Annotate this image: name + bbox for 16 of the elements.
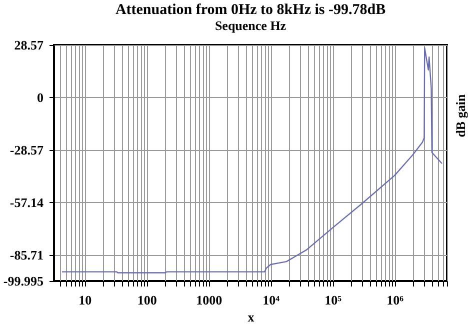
x-axis-title: x [248,310,255,324]
y-tick-label: -85.71 [10,247,44,262]
x-tick-label: 1000 [196,292,222,308]
x-tick-label: 10⁴ [262,292,280,308]
chart-title: Attenuation from 0Hz to 8kHz is -99.78dB [115,2,386,18]
y-tick-label: 28.57 [14,38,44,52]
chart-subtitle: Sequence Hz [214,18,286,33]
y-tick-label: 0 [37,90,44,105]
y-tick-label: -99.995 [3,274,44,288]
y-tick-label: -28.57 [10,142,44,158]
y-axis-title: dB gain [453,94,468,138]
x-tick-label: 10⁵ [324,292,342,308]
x-tick-label: 10⁶ [386,292,404,308]
x-tick-label: 10 [78,292,92,308]
x-tick-label: 100 [137,292,157,308]
y-tick-label: -57.14 [10,194,44,210]
